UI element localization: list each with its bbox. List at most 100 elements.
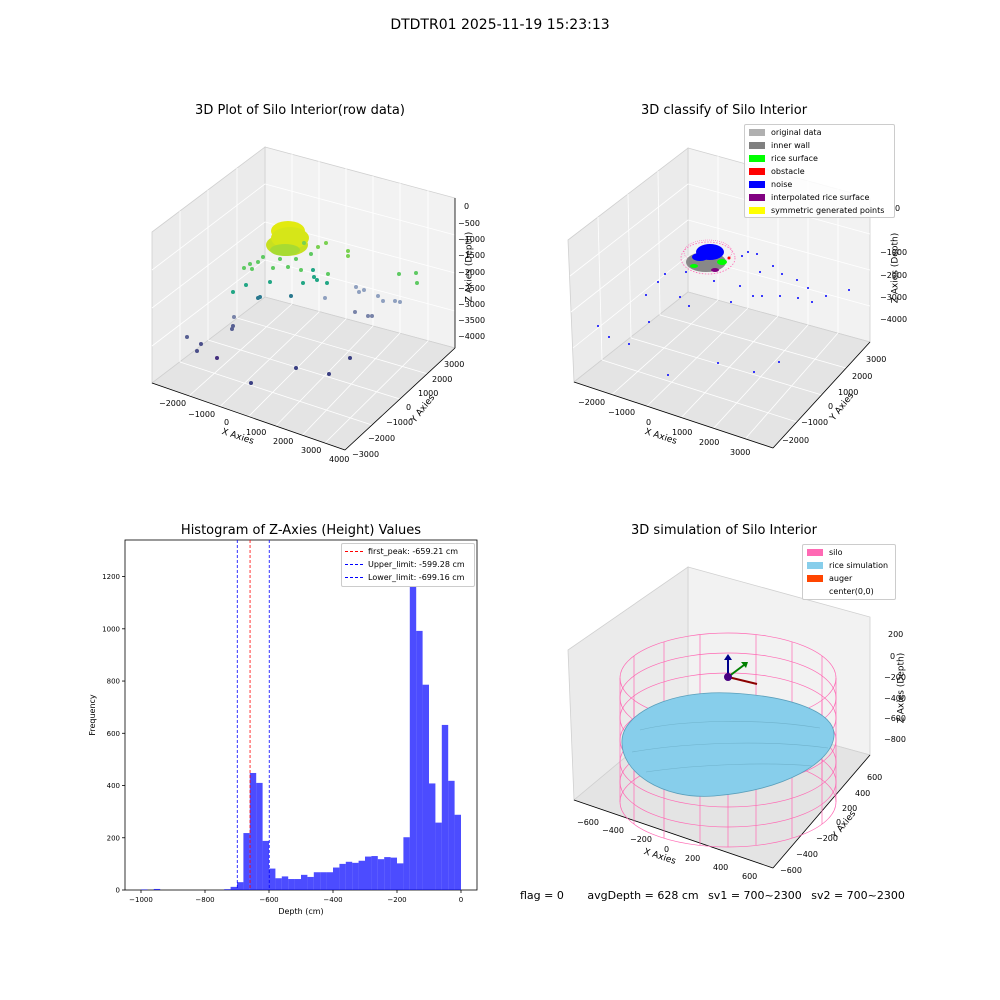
p1-zlabel: Z Axies (Depth) [464, 231, 475, 303]
legend-item: obstacle [749, 167, 805, 176]
legend-item: auger [807, 574, 852, 583]
depth-histogram: −1000 −800 −600 −400 −200 0 0 200 400 600 800 1000… [88, 539, 478, 916]
legend-line [345, 577, 363, 578]
hist-ylabel: Frequency [88, 694, 97, 736]
p1-ztick: −500 [458, 219, 480, 228]
status-line: flag = 0 avgDepth = 628 cm sv1 = 700~230… [520, 889, 905, 902]
p4-xtick: −200 [630, 835, 652, 844]
hist-bar [390, 857, 397, 890]
raw-points [185, 241, 419, 385]
p1-ztick: −2500 [458, 284, 486, 293]
hist-bar [288, 879, 295, 890]
hist-bar [371, 856, 378, 890]
legend-item: rice simulation [807, 561, 888, 570]
p2-xtick: 0 [646, 418, 652, 427]
p1-xtick: 4000 [329, 455, 350, 464]
legend-label: Upper_limit: -599.28 cm [368, 560, 465, 569]
legend-label: interpolated rice surface [771, 193, 870, 202]
p4-xtick: 400 [713, 863, 729, 872]
p2-ytick: 2000 [852, 372, 873, 381]
hist-ytick-label: 1200 [102, 573, 120, 581]
p1-xtick: −2000 [159, 399, 187, 408]
hist-bar [313, 872, 321, 890]
legend-swatch [807, 562, 823, 569]
raw-scatter-3d [151, 146, 456, 451]
classify-legend: original data inner wall rice surface ob… [744, 124, 895, 218]
hist-ytick-label: 0 [116, 887, 120, 895]
hist-xtick-label: −400 [323, 896, 342, 904]
legend-swatch [749, 181, 765, 188]
p1-ytick: 3000 [444, 360, 465, 369]
hist-bar [230, 886, 237, 890]
hist-bar [339, 863, 346, 890]
p1-ztick: −1000 [458, 235, 486, 244]
hist-bar [301, 874, 308, 890]
p2-ytick: −1000 [801, 418, 829, 427]
legend-swatch [807, 549, 823, 556]
p1-xtick: 1000 [246, 428, 267, 437]
legend-item: Lower_limit: -699.16 cm [345, 573, 464, 582]
p1-ytick: 0 [406, 403, 412, 412]
hist-xtick-label: −600 [259, 896, 278, 904]
p4-ytick: 0 [836, 818, 842, 827]
hist-bar [224, 889, 231, 890]
legend-item: silo [807, 548, 843, 557]
p1-ytick: −2000 [368, 434, 396, 443]
legend-label: first_peak: -659.21 cm [368, 547, 459, 556]
legend-label: rice surface [771, 154, 818, 163]
p1-ytick: 2000 [432, 375, 453, 384]
legend-label: auger [829, 574, 853, 583]
hist-bar [281, 876, 289, 890]
p2-zlabel: Z Axies (Depth) [890, 232, 901, 304]
hist-bar [262, 840, 269, 890]
hist-bar [358, 860, 365, 890]
legend-swatch [807, 575, 823, 582]
simulation-legend: silo rice simulation auger center(0,0) [802, 544, 896, 600]
hist-bar [345, 861, 353, 890]
p4-ytick: 600 [867, 773, 883, 782]
legend-item: center(0,0) [807, 587, 874, 596]
hist-bar [409, 555, 417, 890]
silo-simulation-3d [567, 566, 871, 869]
hist-xlabel: Depth (cm) [278, 907, 323, 916]
legend-label: rice simulation [829, 561, 889, 570]
status-avg-depth: avgDepth = 628 cm [587, 889, 699, 902]
hist-bar [416, 630, 423, 890]
hist-bar [352, 862, 359, 890]
hist-bar [249, 772, 257, 890]
p2-ytick: −2000 [782, 436, 810, 445]
hist-bar [365, 856, 372, 890]
p1-ztick: −4000 [458, 332, 486, 341]
hist-xtick-label: −800 [195, 896, 214, 904]
hist-bar [384, 857, 391, 890]
p4-xtick: −600 [577, 818, 599, 827]
status-sv2: sv2 = 700~2300 [811, 889, 905, 902]
hist-ytick-label: 1000 [102, 625, 120, 633]
legend-label: symmetric generated points [771, 206, 885, 215]
rice-surface [621, 692, 835, 797]
legend-line [345, 564, 363, 565]
p1-xtick: 0 [224, 418, 230, 427]
hist-xtick-label: 0 [459, 896, 463, 904]
p4-xtick: 0 [664, 845, 670, 854]
legend-item: original data [749, 128, 821, 137]
legend-label: center(0,0) [829, 587, 874, 596]
p2-ztick: −4000 [880, 315, 908, 324]
p2-ztick: −1000 [880, 248, 908, 257]
p2-xtick: −2000 [578, 398, 606, 407]
p2-ytick: 3000 [866, 355, 887, 364]
p4-ztick: 0 [890, 652, 896, 661]
p2-ztick: −3000 [880, 293, 908, 302]
hist-ytick-label: 600 [107, 730, 120, 738]
p4-ztick: −600 [884, 714, 906, 723]
classify-cluster [680, 239, 736, 275]
p4-ytick: −200 [816, 834, 838, 843]
hist-bar [294, 879, 301, 890]
legend-item: Upper_limit: -599.28 cm [345, 560, 465, 569]
p1-xtick: 3000 [301, 446, 322, 455]
p1-ztick: −3500 [458, 316, 486, 325]
p1-ztick: 0 [464, 202, 470, 211]
legend-line [345, 551, 363, 552]
p1-ztick: −2000 [458, 268, 486, 277]
hist-bar [333, 867, 340, 890]
